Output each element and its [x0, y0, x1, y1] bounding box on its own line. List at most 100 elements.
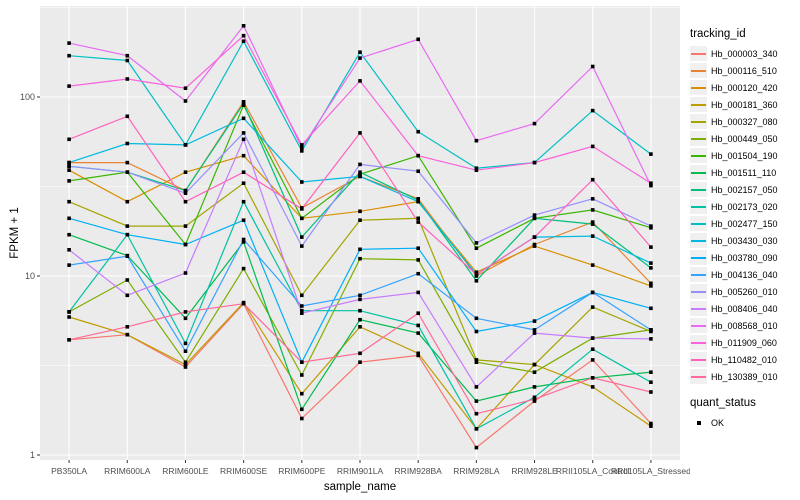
data-point: [649, 281, 653, 286]
data-point: [474, 279, 479, 283]
data-point: [125, 278, 130, 282]
data-point: [474, 360, 479, 364]
legend-item-label: Hb_000449_050: [711, 133, 778, 144]
data-point: [241, 33, 246, 38]
x-tick-label: RRIM600LE: [162, 466, 209, 476]
legend-key-line: [690, 284, 707, 299]
data-point: [358, 79, 362, 83]
data-point: [241, 199, 246, 204]
legend-item-label: Hb_005260_010: [711, 286, 778, 297]
data-point: [183, 242, 188, 247]
data-point: [358, 317, 362, 322]
data-point: [125, 170, 130, 174]
x-tick-label: RRII105LA_Control: [556, 466, 630, 476]
data-point: [649, 245, 653, 249]
data-point: [125, 332, 130, 337]
data-point: [241, 131, 246, 135]
legend-item-Hb_008406_040: Hb_008406_040: [690, 300, 798, 317]
data-point: [649, 370, 653, 374]
legend-item-Hb_130389_010: Hb_130389_010: [690, 368, 798, 385]
data-point: [590, 305, 595, 309]
data-point: [241, 116, 246, 121]
data-point: [241, 39, 246, 43]
data-point: [183, 86, 188, 90]
data-point: [532, 399, 537, 403]
data-point: [125, 114, 130, 119]
x-tick-label: RRIM928LE: [511, 466, 558, 476]
data-point: [300, 416, 304, 421]
data-point: [183, 188, 188, 193]
data-point: [125, 232, 130, 237]
data-point: [416, 246, 420, 250]
legend-item-label: Hb_008406_040: [711, 303, 778, 314]
data-point: [358, 162, 362, 167]
data-point: [416, 323, 420, 328]
data-point: [67, 232, 71, 237]
data-point: [474, 399, 479, 403]
legend-item-label: Hb_130389_010: [711, 371, 778, 382]
legend-item-Hb_001511_110: Hb_001511_110: [690, 164, 798, 181]
x-tick-label: RRIM600PE: [278, 466, 326, 476]
legend-item-Hb_000327_080: Hb_000327_080: [690, 113, 798, 130]
data-point: [183, 199, 188, 204]
data-point: [241, 237, 246, 242]
data-point: [125, 160, 130, 165]
data-point: [300, 293, 304, 298]
data-point: [125, 199, 130, 204]
data-point: [649, 183, 653, 188]
data-point: [125, 58, 130, 63]
data-point: [649, 266, 653, 270]
data-point: [358, 297, 362, 302]
data-point: [416, 37, 420, 42]
legend-key-line: [690, 233, 707, 248]
data-point: [532, 397, 537, 401]
legend-item-label: Hb_011909_060: [711, 337, 777, 348]
data-point: [67, 315, 71, 319]
legend-item-Hb_011909_060: Hb_011909_060: [690, 334, 798, 351]
legend-item-Hb_003780_090: Hb_003780_090: [690, 249, 798, 266]
data-point: [649, 261, 653, 265]
data-point: [358, 351, 362, 356]
legend-item-label: Hb_002157_050: [711, 184, 778, 195]
legend-key-line: [690, 352, 707, 367]
data-point: [67, 199, 71, 204]
data-point: [241, 181, 246, 185]
data-point: [416, 271, 420, 276]
data-point: [590, 208, 595, 212]
data-point: [474, 272, 479, 277]
legend: tracking_id Hb_000003_340 Hb_000116_510 Hb…: [690, 28, 798, 431]
legend-item-label: Hb_004136_040: [711, 269, 778, 280]
data-point: [474, 138, 479, 143]
data-point: [474, 270, 479, 274]
data-point: [416, 216, 420, 221]
data-point: [300, 360, 304, 364]
y-tick-label: 100: [20, 92, 35, 102]
data-point: [183, 362, 188, 367]
data-point: [649, 306, 653, 311]
data-point: [532, 213, 537, 217]
legend-item-Hb_003430_030: Hb_003430_030: [690, 232, 798, 249]
legend-item-label: Hb_000003_340: [711, 48, 778, 59]
data-point: [183, 349, 188, 353]
data-point: [532, 362, 537, 367]
data-point: [649, 421, 653, 426]
black-square-marker-icon: [690, 415, 707, 430]
data-point: [67, 179, 71, 183]
data-point: [67, 137, 71, 142]
data-point: [183, 310, 188, 314]
data-point: [358, 131, 362, 135]
legend-item-label: Hb_003780_090: [711, 252, 778, 263]
legend-key-line: [690, 369, 707, 384]
data-point: [649, 224, 653, 228]
x-tick-label: RRIM600LA: [104, 466, 151, 476]
legend-item-Hb_000449_050: Hb_000449_050: [690, 130, 798, 147]
data-point: [300, 146, 304, 150]
data-point: [590, 222, 595, 226]
data-point: [358, 360, 362, 364]
legend-key-line: [690, 301, 707, 316]
data-point: [67, 248, 71, 252]
data-point: [416, 199, 420, 204]
data-point: [241, 266, 246, 271]
data-point: [125, 141, 130, 146]
x-tick-label: RRII105LA_Stressed: [611, 466, 690, 476]
